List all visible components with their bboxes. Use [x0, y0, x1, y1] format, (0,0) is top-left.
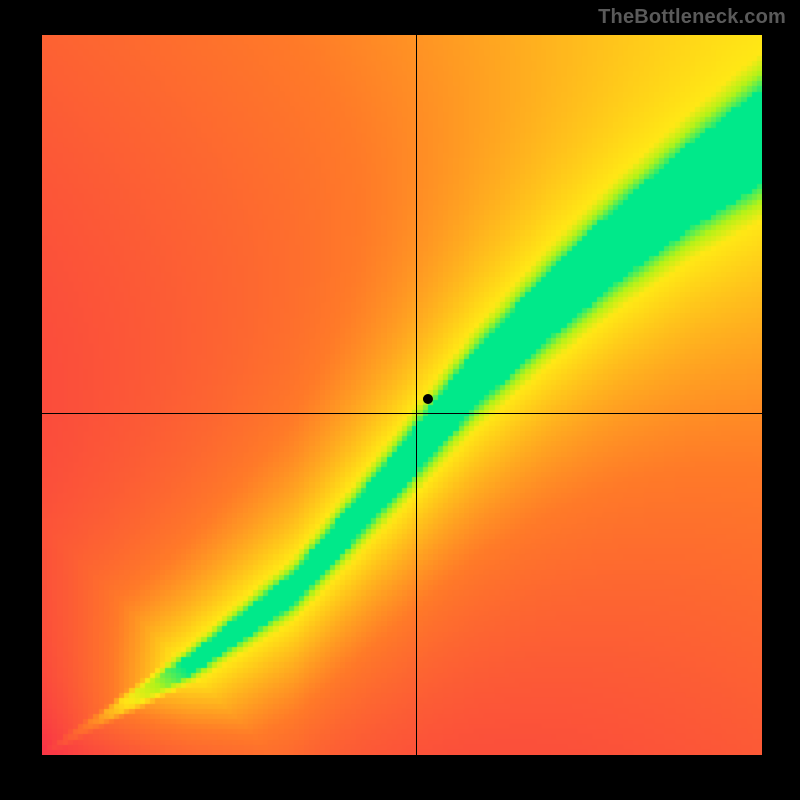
watermark-text: TheBottleneck.com	[598, 6, 786, 29]
crosshair-horizontal	[42, 413, 762, 414]
plot-area	[42, 35, 762, 755]
marker-dot	[423, 394, 433, 404]
crosshair-vertical	[416, 35, 417, 755]
